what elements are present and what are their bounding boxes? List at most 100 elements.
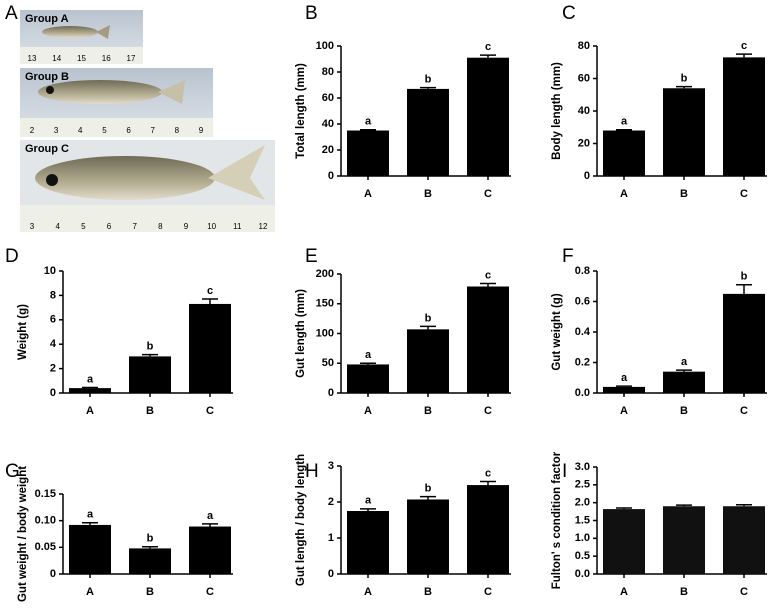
y-tick-label: 100: [316, 40, 334, 52]
panel-label: E: [305, 246, 318, 267]
ruler: [20, 47, 143, 64]
y-tick-label: 0: [584, 170, 590, 182]
panel-label: I: [562, 461, 567, 482]
y-tick-label: 0: [328, 387, 334, 399]
y-tick-label: 0.05: [35, 541, 56, 553]
panel-label: G: [5, 461, 20, 482]
x-tick-label: A: [620, 586, 628, 598]
error-bar: [616, 385, 632, 387]
fish-tail: [158, 80, 185, 104]
x-tick-label: B: [680, 188, 688, 200]
x-tick-label: A: [86, 586, 94, 598]
bar: [189, 303, 231, 393]
panel-label: A: [5, 3, 18, 24]
ruler-number: 8: [175, 126, 180, 135]
bar: [347, 130, 389, 176]
bar: [69, 388, 111, 393]
x-tick-label: B: [424, 188, 432, 200]
x-tick-label: C: [484, 405, 492, 417]
ruler-number: 13: [28, 54, 37, 63]
significance-letter: a: [87, 509, 94, 521]
bar: [407, 329, 449, 393]
y-tick-label: 40: [578, 105, 590, 117]
y-tick-label: 0.6: [575, 295, 590, 307]
ruler-number: 5: [81, 222, 86, 231]
y-tick-label: 60: [578, 72, 590, 84]
group-label: Group B: [25, 71, 69, 83]
ruler-number: 6: [107, 222, 112, 231]
error-bar: [480, 54, 496, 58]
error-bar: [676, 85, 692, 89]
fish: [38, 80, 162, 104]
y-tick-label: 2: [50, 363, 56, 375]
x-tick-label: B: [424, 586, 432, 598]
y-tick-label: 2: [328, 496, 334, 508]
y-tick-label: 50: [322, 357, 334, 369]
ruler-number: 14: [52, 54, 61, 63]
bar: [723, 506, 765, 574]
significance-letter: a: [365, 495, 372, 507]
bar: [129, 548, 171, 574]
bar: [603, 509, 645, 574]
error-bar: [360, 508, 376, 511]
x-tick-label: C: [740, 188, 748, 200]
significance-letter: a: [87, 373, 94, 385]
ruler-number: 8: [158, 222, 163, 231]
significance-letter: b: [681, 73, 688, 85]
y-tick-label: 0.0: [575, 387, 590, 399]
significance-letter: b: [147, 533, 154, 545]
ruler-number: 7: [132, 222, 137, 231]
error-bar: [736, 283, 752, 294]
significance-letter: a: [681, 356, 688, 368]
significance-letter: a: [365, 116, 372, 128]
y-tick-label: 1.0: [575, 532, 590, 544]
ruler-number: 3: [30, 222, 35, 231]
y-tick-label: 80: [578, 40, 590, 52]
error-bar: [142, 546, 158, 549]
x-tick-label: C: [206, 405, 214, 417]
x-tick-label: B: [680, 405, 688, 417]
y-axis-label: Gut weight / body weight: [17, 466, 29, 602]
x-tick-label: C: [740, 405, 748, 417]
y-tick-label: 20: [322, 144, 334, 156]
y-tick-label: 2.5: [575, 479, 590, 491]
y-axis-label: Weight (g): [17, 304, 29, 360]
ruler-number: 16: [102, 54, 111, 63]
significance-letter: c: [741, 40, 747, 52]
y-tick-label: 10: [44, 265, 56, 277]
y-tick-label: 0: [50, 387, 56, 399]
y-tick-label: 200: [316, 268, 334, 280]
error-bar: [480, 282, 496, 287]
y-tick-label: 8: [50, 289, 56, 301]
y-axis-label: Fulton' s condition factor: [551, 451, 563, 589]
x-tick-label: C: [740, 586, 748, 598]
significance-letter: c: [485, 269, 491, 281]
x-tick-label: B: [424, 405, 432, 417]
ruler-number: 10: [207, 222, 216, 231]
y-tick-label: 2.0: [575, 497, 590, 509]
significance-letter: c: [485, 41, 491, 53]
significance-letter: a: [365, 349, 372, 361]
ruler-number: 12: [259, 222, 268, 231]
panel-label: B: [305, 3, 318, 24]
y-axis-label: Total length (mm): [295, 63, 307, 159]
x-tick-label: C: [206, 586, 214, 598]
y-tick-label: 1: [328, 532, 334, 544]
error-bar: [202, 523, 218, 527]
bar: [663, 88, 705, 176]
error-bar: [480, 480, 496, 486]
significance-letter: a: [207, 510, 214, 522]
ruler-number: 5: [102, 126, 107, 135]
y-tick-label: 3.0: [575, 461, 590, 473]
bar: [603, 386, 645, 393]
error-bar: [676, 504, 692, 507]
bar: [603, 130, 645, 176]
error-bar: [82, 522, 98, 525]
ruler-number: 4: [78, 126, 83, 135]
x-tick-label: C: [484, 188, 492, 200]
y-axis-label: Gut length (mm): [295, 289, 307, 378]
group-label: Group C: [25, 143, 69, 155]
x-tick-label: A: [620, 188, 628, 200]
x-tick-label: B: [680, 586, 688, 598]
